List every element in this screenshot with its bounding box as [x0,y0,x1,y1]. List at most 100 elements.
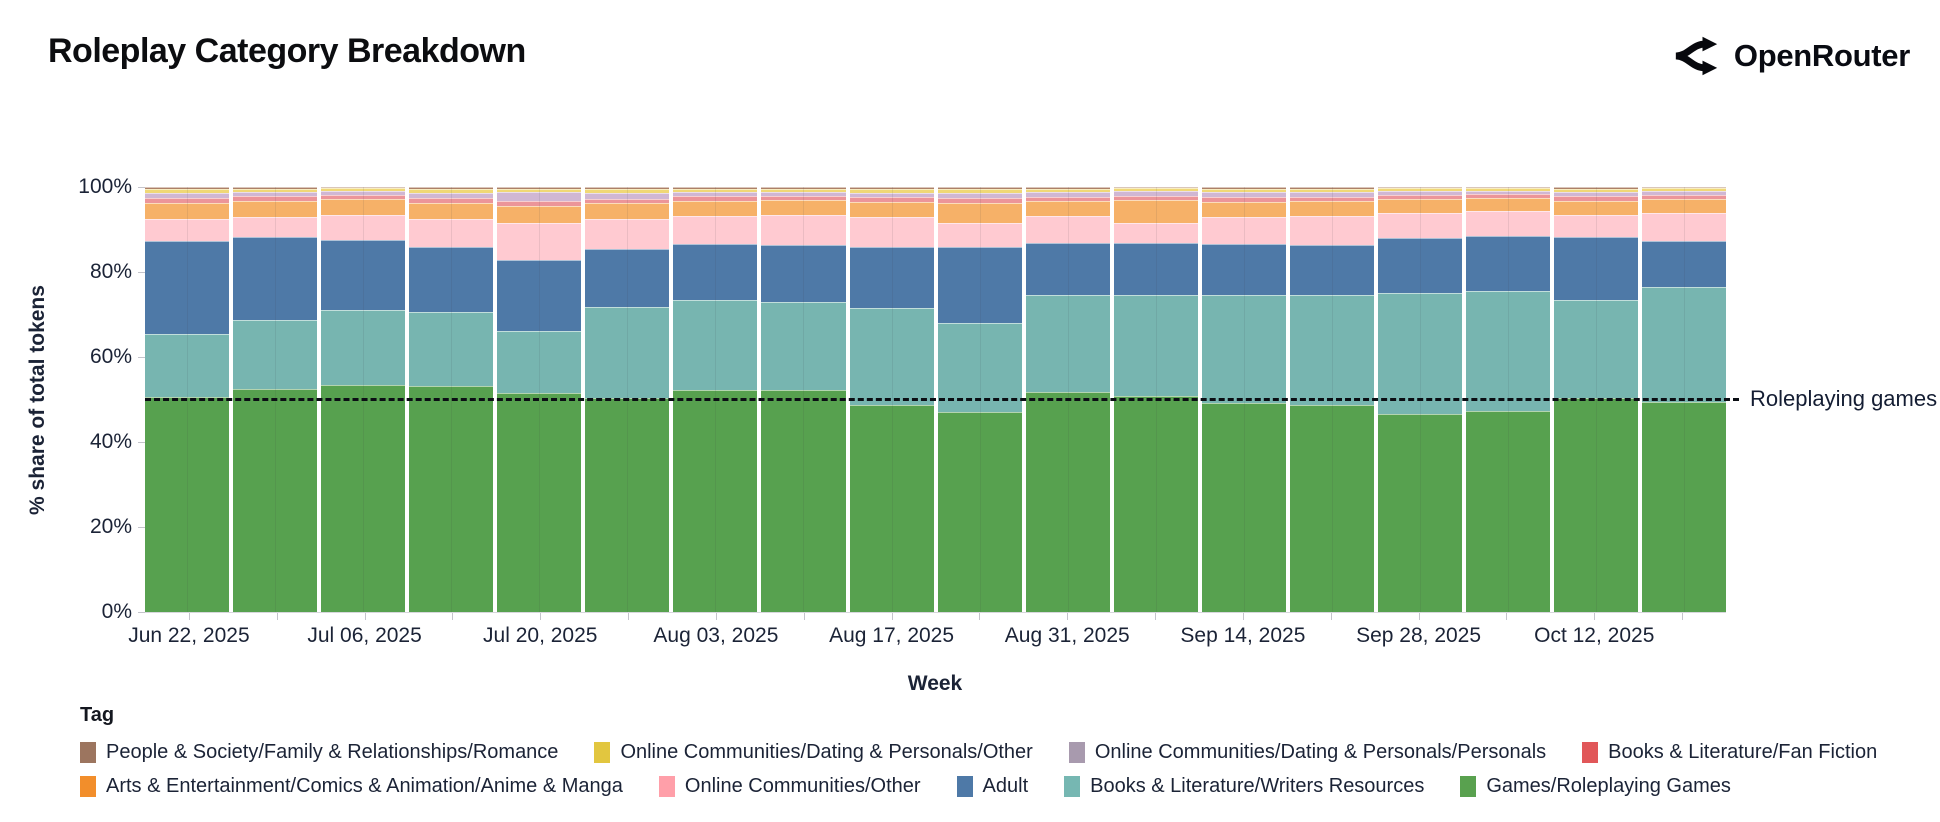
segment-people-society-family-relationships-romance[interactable] [585,187,670,190]
segment-online-communities-other[interactable] [1465,211,1550,236]
segment-games-roleplaying-games[interactable] [409,385,494,612]
segment-adult[interactable] [761,245,846,302]
legend-item-online-communities-dating-personals-other[interactable]: Online Communities/Dating & Personals/Ot… [594,741,1033,764]
segment-books-literature-fan-fiction[interactable] [673,196,758,201]
bar-week-Oct 12, 2025[interactable] [1554,187,1639,612]
segment-online-communities-other[interactable] [233,216,318,237]
segment-online-communities-other[interactable] [1554,214,1639,237]
segment-books-literature-writers-resources[interactable] [761,301,846,390]
bar-week-Oct 05, 2025[interactable] [1465,187,1550,612]
segment-online-communities-dating-personals-other[interactable] [1642,188,1727,192]
segment-adult[interactable] [409,247,494,312]
segment-games-roleplaying-games[interactable] [1554,397,1639,612]
segment-arts-entertainment-comics-animation-anime-manga[interactable] [673,200,758,216]
segment-adult[interactable] [937,246,1022,323]
segment-books-literature-writers-resources[interactable] [497,330,582,394]
segment-people-society-family-relationships-romance[interactable] [1025,187,1110,189]
bar-week-Sep 14, 2025[interactable] [1201,187,1286,612]
segment-arts-entertainment-comics-animation-anime-manga[interactable] [1113,199,1198,224]
segment-online-communities-dating-personals-personals[interactable] [1113,191,1198,197]
segment-online-communities-other[interactable] [585,218,670,250]
segment-online-communities-other[interactable] [321,214,406,240]
segment-online-communities-dating-personals-other[interactable] [1289,188,1374,193]
segment-books-literature-writers-resources[interactable] [1025,295,1110,392]
segment-books-literature-writers-resources[interactable] [1289,295,1374,405]
segment-arts-entertainment-comics-animation-anime-manga[interactable] [233,200,318,217]
segment-books-literature-writers-resources[interactable] [1465,291,1550,411]
segment-games-roleplaying-games[interactable] [585,398,670,612]
segment-people-society-family-relationships-romance[interactable] [497,187,582,189]
segment-books-literature-fan-fiction[interactable] [233,195,318,201]
segment-games-roleplaying-games[interactable] [233,388,318,612]
segment-books-literature-fan-fiction[interactable] [1642,195,1727,199]
segment-adult[interactable] [497,260,582,331]
segment-books-literature-fan-fiction[interactable] [321,194,406,199]
segment-online-communities-other[interactable] [1201,216,1286,244]
bar-week-Aug 03, 2025[interactable] [673,187,758,612]
segment-online-communities-other[interactable] [1377,212,1462,239]
segment-online-communities-other[interactable] [145,218,230,242]
segment-online-communities-other[interactable] [849,216,934,247]
segment-books-literature-writers-resources[interactable] [1201,295,1286,403]
segment-games-roleplaying-games[interactable] [937,412,1022,612]
segment-books-literature-fan-fiction[interactable] [1201,197,1286,202]
segment-people-society-family-relationships-romance[interactable] [1465,187,1550,189]
segment-people-society-family-relationships-romance[interactable] [145,187,230,189]
segment-online-communities-dating-personals-personals[interactable] [1465,190,1550,195]
segment-arts-entertainment-comics-animation-anime-manga[interactable] [761,199,846,215]
segment-arts-entertainment-comics-animation-anime-manga[interactable] [1465,197,1550,212]
bar-week-Jun 29, 2025[interactable] [233,187,318,612]
segment-arts-entertainment-comics-animation-anime-manga[interactable] [497,205,582,224]
bar-week-Aug 31, 2025[interactable] [1025,187,1110,612]
segment-people-society-family-relationships-romance[interactable] [1554,187,1639,189]
segment-arts-entertainment-comics-animation-anime-manga[interactable] [1025,201,1110,216]
segment-online-communities-other[interactable] [1642,213,1727,241]
openrouter-logo[interactable]: OpenRouter [1673,34,1910,78]
segment-online-communities-dating-personals-personals[interactable] [1289,192,1374,197]
bar-week-Jul 13, 2025[interactable] [409,187,494,612]
segment-games-roleplaying-games[interactable] [761,389,846,612]
segment-online-communities-dating-personals-other[interactable] [585,189,670,194]
segment-books-literature-fan-fiction[interactable] [497,200,582,206]
segment-people-society-family-relationships-romance[interactable] [849,187,934,189]
segment-online-communities-dating-personals-other[interactable] [233,188,318,193]
segment-adult[interactable] [233,236,318,321]
segment-online-communities-dating-personals-other[interactable] [409,188,494,193]
segment-arts-entertainment-comics-animation-anime-manga[interactable] [321,198,406,215]
segment-arts-entertainment-comics-animation-anime-manga[interactable] [937,202,1022,224]
segment-arts-entertainment-comics-animation-anime-manga[interactable] [849,201,934,217]
segment-games-roleplaying-games[interactable] [1201,402,1286,612]
segment-online-communities-dating-personals-personals[interactable] [849,192,934,198]
segment-books-literature-fan-fiction[interactable] [1025,196,1110,202]
segment-online-communities-dating-personals-other[interactable] [497,188,582,192]
segment-arts-entertainment-comics-animation-anime-manga[interactable] [409,202,494,219]
bar-week-Aug 24, 2025[interactable] [937,187,1022,612]
segment-arts-entertainment-comics-animation-anime-manga[interactable] [1377,198,1462,213]
segment-online-communities-dating-personals-other[interactable] [145,188,230,193]
segment-online-communities-dating-personals-other[interactable] [1201,188,1286,193]
legend-item-arts-entertainment-comics-animation-anime-manga[interactable]: Arts & Entertainment/Comics & Animation/… [80,775,623,798]
segment-books-literature-fan-fiction[interactable] [1377,194,1462,199]
legend-item-books-literature-writers-resources[interactable]: Books & Literature/Writers Resources [1064,775,1424,798]
segment-books-literature-writers-resources[interactable] [233,320,318,389]
segment-adult[interactable] [145,241,230,334]
segment-books-literature-fan-fiction[interactable] [1554,196,1639,201]
segment-books-literature-fan-fiction[interactable] [145,197,230,203]
segment-adult[interactable] [1113,242,1198,296]
segment-people-society-family-relationships-romance[interactable] [673,187,758,189]
segment-people-society-family-relationships-romance[interactable] [761,187,846,189]
segment-books-literature-fan-fiction[interactable] [409,198,494,203]
legend-item-online-communities-other[interactable]: Online Communities/Other [658,775,921,798]
segment-adult[interactable] [1465,235,1550,292]
segment-books-literature-writers-resources[interactable] [585,306,670,399]
segment-adult[interactable] [849,246,934,309]
segment-online-communities-dating-personals-other[interactable] [761,188,846,192]
segment-people-society-family-relationships-romance[interactable] [409,187,494,189]
segment-online-communities-other[interactable] [497,223,582,261]
segment-people-society-family-relationships-romance[interactable] [233,187,318,189]
segment-online-communities-other[interactable] [673,215,758,245]
bar-week-Sep 07, 2025[interactable] [1113,187,1198,612]
segment-adult[interactable] [1554,236,1639,300]
segment-adult[interactable] [321,239,406,311]
segment-adult[interactable] [585,249,670,307]
